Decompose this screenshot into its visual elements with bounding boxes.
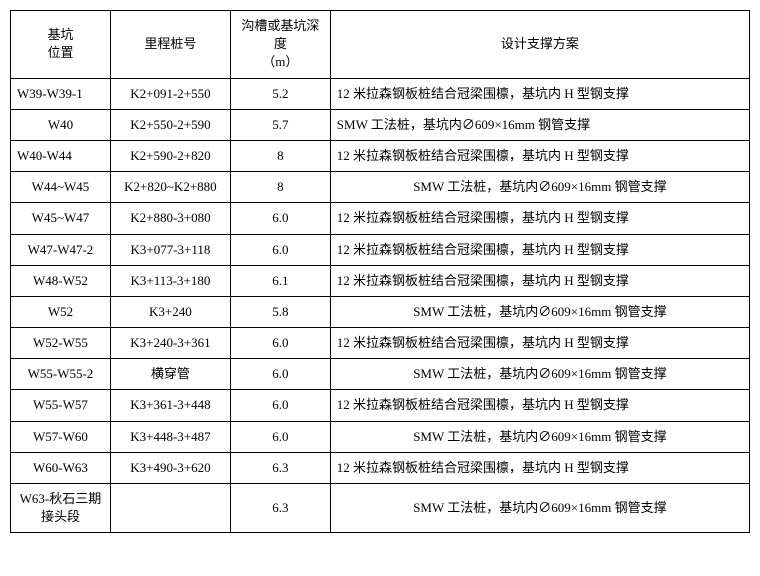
cell-depth: 6.1 <box>230 265 330 296</box>
header-mileage: 里程桩号 <box>110 11 230 79</box>
cell-scheme: SMW 工法桩，基坑内∅609×16mm 钢管支撑 <box>330 421 749 452</box>
cell-depth: 6.3 <box>230 452 330 483</box>
cell-scheme: SMW 工法桩，基坑内∅609×16mm 钢管支撑 <box>330 296 749 327</box>
table-row: W52K3+2405.8SMW 工法桩，基坑内∅609×16mm 钢管支撑 <box>11 296 750 327</box>
table-row: W44~W45K2+820~K2+8808SMW 工法桩，基坑内∅609×16m… <box>11 172 750 203</box>
cell-scheme: 12 米拉森钢板桩结合冠梁围檩，基坑内 H 型钢支撑 <box>330 203 749 234</box>
table-header-row: 基坑位置 里程桩号 沟槽或基坑深度（m） 设计支撑方案 <box>11 11 750 79</box>
cell-scheme: SMW 工法桩，基坑内∅609×16mm 钢管支撑 <box>330 484 749 533</box>
cell-depth: 6.0 <box>230 390 330 421</box>
cell-depth: 5.2 <box>230 78 330 109</box>
table-row: W55-W57K3+361-3+4486.012 米拉森钢板桩结合冠梁围檩，基坑… <box>11 390 750 421</box>
cell-position: W45~W47 <box>11 203 111 234</box>
cell-depth: 6.0 <box>230 328 330 359</box>
cell-scheme: SMW 工法桩，基坑内∅609×16mm 钢管支撑 <box>330 109 749 140</box>
cell-scheme: 12 米拉森钢板桩结合冠梁围檩，基坑内 H 型钢支撑 <box>330 452 749 483</box>
cell-mileage: K3+240 <box>110 296 230 327</box>
cell-depth: 6.0 <box>230 421 330 452</box>
cell-position: W44~W45 <box>11 172 111 203</box>
cell-mileage <box>110 484 230 533</box>
cell-position: W48-W52 <box>11 265 111 296</box>
cell-position: W39-W39-1 <box>11 78 111 109</box>
cell-position: W63-秋石三期接头段 <box>11 484 111 533</box>
cell-mileage: K3+113-3+180 <box>110 265 230 296</box>
cell-position: W47-W47-2 <box>11 234 111 265</box>
cell-position: W60-W63 <box>11 452 111 483</box>
table-row: W48-W52K3+113-3+1806.112 米拉森钢板桩结合冠梁围檩，基坑… <box>11 265 750 296</box>
cell-position: W40 <box>11 109 111 140</box>
table-row: W55-W55-2横穿管6.0SMW 工法桩，基坑内∅609×16mm 钢管支撑 <box>11 359 750 390</box>
cell-mileage: K3+361-3+448 <box>110 390 230 421</box>
cell-position: W52-W55 <box>11 328 111 359</box>
cell-scheme: 12 米拉森钢板桩结合冠梁围檩，基坑内 H 型钢支撑 <box>330 390 749 421</box>
cell-position: W40-W44 <box>11 140 111 171</box>
cell-mileage: K2+880-3+080 <box>110 203 230 234</box>
cell-position: W55-W57 <box>11 390 111 421</box>
cell-mileage: K2+091-2+550 <box>110 78 230 109</box>
cell-scheme: 12 米拉森钢板桩结合冠梁围檩，基坑内 H 型钢支撑 <box>330 78 749 109</box>
table-row: W47-W47-2K3+077-3+1186.012 米拉森钢板桩结合冠梁围檩，… <box>11 234 750 265</box>
cell-scheme: SMW 工法桩，基坑内∅609×16mm 钢管支撑 <box>330 359 749 390</box>
table-row: W52-W55K3+240-3+3616.012 米拉森钢板桩结合冠梁围檩，基坑… <box>11 328 750 359</box>
cell-position: W52 <box>11 296 111 327</box>
header-position: 基坑位置 <box>11 11 111 79</box>
cell-depth: 5.8 <box>230 296 330 327</box>
cell-scheme: 12 米拉森钢板桩结合冠梁围檩，基坑内 H 型钢支撑 <box>330 328 749 359</box>
cell-depth: 6.0 <box>230 234 330 265</box>
cell-depth: 5.7 <box>230 109 330 140</box>
table-row: W60-W63K3+490-3+6206.312 米拉森钢板桩结合冠梁围檩，基坑… <box>11 452 750 483</box>
cell-mileage: K2+590-2+820 <box>110 140 230 171</box>
cell-position: W55-W55-2 <box>11 359 111 390</box>
cell-mileage: K2+820~K2+880 <box>110 172 230 203</box>
foundation-pit-table: 基坑位置 里程桩号 沟槽或基坑深度（m） 设计支撑方案 W39-W39-1K2+… <box>10 10 750 533</box>
cell-mileage: 横穿管 <box>110 359 230 390</box>
table-row: W40-W44K2+590-2+820812 米拉森钢板桩结合冠梁围檩，基坑内 … <box>11 140 750 171</box>
header-depth: 沟槽或基坑深度（m） <box>230 11 330 79</box>
cell-depth: 6.3 <box>230 484 330 533</box>
table-row: W57-W60K3+448-3+4876.0SMW 工法桩，基坑内∅609×16… <box>11 421 750 452</box>
cell-depth: 8 <box>230 172 330 203</box>
cell-scheme: 12 米拉森钢板桩结合冠梁围檩，基坑内 H 型钢支撑 <box>330 140 749 171</box>
header-scheme: 设计支撑方案 <box>330 11 749 79</box>
cell-depth: 6.0 <box>230 203 330 234</box>
table-row: W45~W47K2+880-3+0806.012 米拉森钢板桩结合冠梁围檩，基坑… <box>11 203 750 234</box>
cell-scheme: 12 米拉森钢板桩结合冠梁围檩，基坑内 H 型钢支撑 <box>330 265 749 296</box>
cell-position: W57-W60 <box>11 421 111 452</box>
cell-depth: 8 <box>230 140 330 171</box>
cell-mileage: K2+550-2+590 <box>110 109 230 140</box>
cell-mileage: K3+240-3+361 <box>110 328 230 359</box>
table-row: W63-秋石三期接头段 6.3SMW 工法桩，基坑内∅609×16mm 钢管支撑 <box>11 484 750 533</box>
cell-mileage: K3+077-3+118 <box>110 234 230 265</box>
cell-scheme: 12 米拉森钢板桩结合冠梁围檩，基坑内 H 型钢支撑 <box>330 234 749 265</box>
table-body: W39-W39-1K2+091-2+5505.212 米拉森钢板桩结合冠梁围檩，… <box>11 78 750 533</box>
cell-depth: 6.0 <box>230 359 330 390</box>
table-row: W40K2+550-2+5905.7SMW 工法桩，基坑内∅609×16mm 钢… <box>11 109 750 140</box>
cell-scheme: SMW 工法桩，基坑内∅609×16mm 钢管支撑 <box>330 172 749 203</box>
cell-mileage: K3+448-3+487 <box>110 421 230 452</box>
cell-mileage: K3+490-3+620 <box>110 452 230 483</box>
table-row: W39-W39-1K2+091-2+5505.212 米拉森钢板桩结合冠梁围檩，… <box>11 78 750 109</box>
